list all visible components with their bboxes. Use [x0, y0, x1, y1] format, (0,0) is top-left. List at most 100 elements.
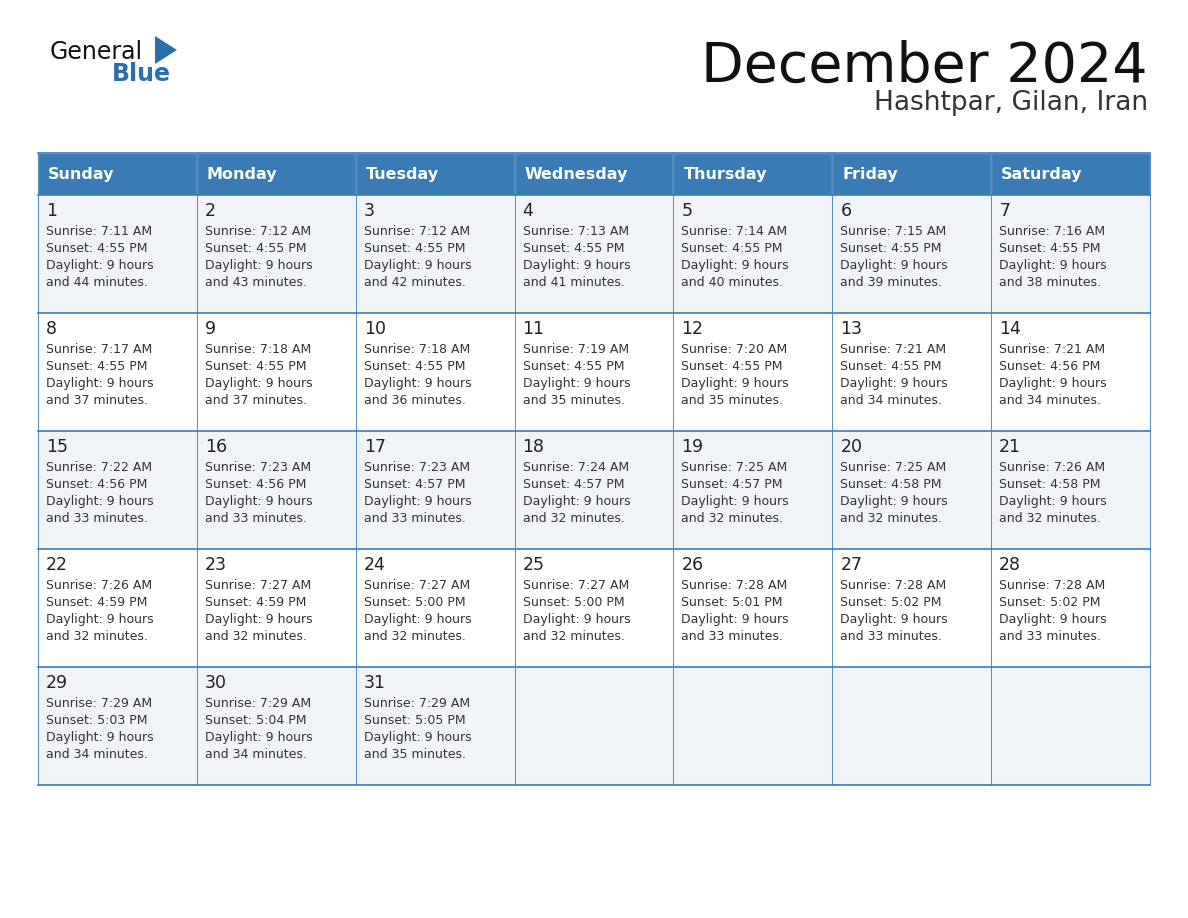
Text: 8: 8 [46, 320, 57, 338]
Bar [355, 313, 514, 431]
Text: Sunset: 4:57 PM: Sunset: 4:57 PM [364, 478, 466, 491]
Text: Sunset: 4:58 PM: Sunset: 4:58 PM [999, 478, 1100, 491]
Text: 4: 4 [523, 202, 533, 220]
Text: and 33 minutes.: and 33 minutes. [682, 630, 783, 643]
Text: Daylight: 9 hours: Daylight: 9 hours [840, 495, 948, 508]
Text: Daylight: 9 hours: Daylight: 9 hours [840, 377, 948, 390]
Bar [991, 195, 1150, 313]
Text: 19: 19 [682, 438, 703, 456]
Text: Sunrise: 7:23 AM: Sunrise: 7:23 AM [364, 461, 469, 474]
Bar [674, 549, 833, 667]
Text: Sunset: 4:55 PM: Sunset: 4:55 PM [46, 242, 147, 255]
Bar [514, 431, 674, 549]
Bar [38, 313, 197, 431]
Text: 14: 14 [999, 320, 1020, 338]
Text: and 32 minutes.: and 32 minutes. [840, 512, 942, 525]
Text: Sunset: 5:01 PM: Sunset: 5:01 PM [682, 596, 783, 609]
Text: Daylight: 9 hours: Daylight: 9 hours [840, 613, 948, 626]
Text: 18: 18 [523, 438, 544, 456]
Text: 17: 17 [364, 438, 386, 456]
Text: Sunrise: 7:11 AM: Sunrise: 7:11 AM [46, 225, 152, 238]
Text: Sunset: 4:55 PM: Sunset: 4:55 PM [840, 360, 942, 373]
Text: Sunset: 5:05 PM: Sunset: 5:05 PM [364, 714, 466, 727]
Text: Daylight: 9 hours: Daylight: 9 hours [523, 495, 630, 508]
Text: Daylight: 9 hours: Daylight: 9 hours [46, 377, 153, 390]
Text: and 33 minutes.: and 33 minutes. [364, 512, 466, 525]
Text: Sunset: 4:55 PM: Sunset: 4:55 PM [46, 360, 147, 373]
Text: and 37 minutes.: and 37 minutes. [46, 394, 148, 407]
Bar [674, 153, 833, 195]
Text: 10: 10 [364, 320, 386, 338]
Bar [355, 153, 514, 195]
Text: Daylight: 9 hours: Daylight: 9 hours [364, 613, 472, 626]
Text: Sunrise: 7:15 AM: Sunrise: 7:15 AM [840, 225, 947, 238]
Bar [38, 431, 197, 549]
Text: 21: 21 [999, 438, 1022, 456]
Bar [38, 549, 197, 667]
Text: Sunset: 4:55 PM: Sunset: 4:55 PM [840, 242, 942, 255]
Text: and 43 minutes.: and 43 minutes. [204, 276, 307, 289]
Text: and 33 minutes.: and 33 minutes. [46, 512, 147, 525]
Text: 2: 2 [204, 202, 216, 220]
Bar [38, 667, 197, 785]
Bar [991, 667, 1150, 785]
Text: Tuesday: Tuesday [366, 166, 438, 182]
Text: Daylight: 9 hours: Daylight: 9 hours [999, 259, 1107, 272]
Text: Daylight: 9 hours: Daylight: 9 hours [46, 613, 153, 626]
Text: Sunset: 4:55 PM: Sunset: 4:55 PM [364, 242, 466, 255]
Text: Daylight: 9 hours: Daylight: 9 hours [999, 613, 1107, 626]
Text: Sunrise: 7:25 AM: Sunrise: 7:25 AM [840, 461, 947, 474]
Text: and 35 minutes.: and 35 minutes. [523, 394, 625, 407]
Text: Sunrise: 7:18 AM: Sunrise: 7:18 AM [204, 343, 311, 356]
Text: Sunset: 4:57 PM: Sunset: 4:57 PM [523, 478, 624, 491]
Text: 9: 9 [204, 320, 216, 338]
Text: 30: 30 [204, 674, 227, 692]
Text: Hashtpar, Gilan, Iran: Hashtpar, Gilan, Iran [874, 90, 1148, 116]
Text: Sunrise: 7:23 AM: Sunrise: 7:23 AM [204, 461, 311, 474]
Text: Daylight: 9 hours: Daylight: 9 hours [523, 259, 630, 272]
Text: 12: 12 [682, 320, 703, 338]
Text: and 41 minutes.: and 41 minutes. [523, 276, 625, 289]
Bar [197, 313, 355, 431]
Text: Sunset: 4:55 PM: Sunset: 4:55 PM [682, 242, 783, 255]
Text: Sunset: 4:59 PM: Sunset: 4:59 PM [204, 596, 307, 609]
Text: 22: 22 [46, 556, 68, 574]
Bar [991, 153, 1150, 195]
Text: Sunset: 4:56 PM: Sunset: 4:56 PM [46, 478, 147, 491]
Text: Sunset: 4:56 PM: Sunset: 4:56 PM [204, 478, 307, 491]
Bar [833, 431, 991, 549]
Text: 20: 20 [840, 438, 862, 456]
Text: Sunset: 4:58 PM: Sunset: 4:58 PM [840, 478, 942, 491]
Text: Sunrise: 7:12 AM: Sunrise: 7:12 AM [364, 225, 469, 238]
Text: Sunrise: 7:13 AM: Sunrise: 7:13 AM [523, 225, 628, 238]
Text: Daylight: 9 hours: Daylight: 9 hours [364, 377, 472, 390]
Text: Daylight: 9 hours: Daylight: 9 hours [840, 259, 948, 272]
Text: Sunset: 4:55 PM: Sunset: 4:55 PM [999, 242, 1100, 255]
Text: 25: 25 [523, 556, 544, 574]
Text: Daylight: 9 hours: Daylight: 9 hours [204, 495, 312, 508]
Text: Daylight: 9 hours: Daylight: 9 hours [46, 731, 153, 744]
Bar [197, 431, 355, 549]
Text: and 34 minutes.: and 34 minutes. [840, 394, 942, 407]
Text: Sunset: 5:02 PM: Sunset: 5:02 PM [840, 596, 942, 609]
Text: and 40 minutes.: and 40 minutes. [682, 276, 783, 289]
Text: Sunrise: 7:17 AM: Sunrise: 7:17 AM [46, 343, 152, 356]
Bar [991, 431, 1150, 549]
Text: Wednesday: Wednesday [525, 166, 628, 182]
Text: Sunrise: 7:12 AM: Sunrise: 7:12 AM [204, 225, 311, 238]
Bar [514, 195, 674, 313]
Text: Daylight: 9 hours: Daylight: 9 hours [999, 377, 1107, 390]
Text: Daylight: 9 hours: Daylight: 9 hours [682, 613, 789, 626]
Text: 1: 1 [46, 202, 57, 220]
Bar [674, 431, 833, 549]
Text: Sunrise: 7:28 AM: Sunrise: 7:28 AM [999, 579, 1105, 592]
Text: 29: 29 [46, 674, 68, 692]
Bar [833, 549, 991, 667]
Text: Sunset: 4:57 PM: Sunset: 4:57 PM [682, 478, 783, 491]
Text: December 2024: December 2024 [701, 40, 1148, 94]
Text: Sunrise: 7:22 AM: Sunrise: 7:22 AM [46, 461, 152, 474]
Bar [833, 313, 991, 431]
Text: 31: 31 [364, 674, 386, 692]
Text: Daylight: 9 hours: Daylight: 9 hours [46, 259, 153, 272]
Text: and 34 minutes.: and 34 minutes. [999, 394, 1101, 407]
